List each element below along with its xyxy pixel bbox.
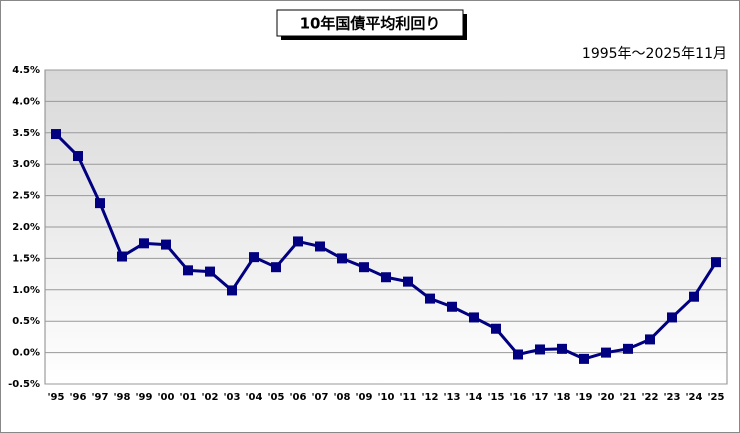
data-point — [381, 272, 391, 283]
x-tick-label: '23 — [664, 392, 681, 403]
data-point — [557, 343, 567, 354]
y-tick-label: 3.0% — [12, 159, 40, 170]
data-point — [711, 257, 721, 268]
y-tick-label: 3.5% — [12, 128, 40, 139]
y-tick-label: 0.5% — [12, 316, 40, 327]
x-tick-label: '22 — [642, 392, 659, 403]
y-tick-label: 1.0% — [12, 285, 40, 296]
data-point — [601, 347, 611, 358]
x-tick-label: '17 — [532, 392, 549, 403]
x-tick-label: '11 — [400, 392, 417, 403]
chart-title: 10年国債平均利回り — [300, 15, 441, 33]
x-tick-label: '13 — [444, 392, 461, 403]
data-point — [183, 265, 193, 276]
data-point — [491, 323, 501, 334]
x-tick-label: '19 — [576, 392, 593, 403]
x-tick-label: '12 — [422, 392, 439, 403]
data-point — [469, 312, 479, 323]
x-tick-label: '95 — [48, 392, 65, 403]
x-tick-label: '97 — [92, 392, 109, 403]
data-point — [645, 334, 655, 345]
x-tick-label: '14 — [466, 392, 483, 403]
data-point — [249, 252, 259, 263]
x-tick-label: '09 — [356, 392, 373, 403]
x-tick-label: '96 — [70, 392, 87, 403]
x-tick-label: '06 — [290, 392, 307, 403]
x-tick-label: '16 — [510, 392, 527, 403]
x-tick-label: '99 — [136, 392, 153, 403]
data-point — [425, 293, 435, 304]
x-tick-label: '24 — [686, 392, 703, 403]
data-point — [139, 238, 149, 249]
data-point — [161, 239, 171, 250]
x-tick-label: '00 — [158, 392, 175, 403]
x-tick-label: '98 — [114, 392, 131, 403]
x-tick-label: '01 — [180, 392, 197, 403]
x-tick-label: '03 — [224, 392, 241, 403]
data-point — [535, 344, 545, 355]
y-tick-label: 1.5% — [12, 253, 40, 264]
data-point — [95, 198, 105, 209]
y-tick-label: 4.0% — [12, 96, 40, 107]
x-tick-label: '20 — [598, 392, 615, 403]
data-point — [579, 353, 589, 364]
x-tick-label: '05 — [268, 392, 285, 403]
x-tick-label: '21 — [620, 392, 637, 403]
x-tick-label: '15 — [488, 392, 505, 403]
data-point — [337, 253, 347, 264]
data-point — [403, 276, 413, 287]
y-tick-label: 2.5% — [12, 191, 40, 202]
data-point — [205, 266, 215, 277]
x-tick-label: '02 — [202, 392, 219, 403]
y-tick-label: 4.5% — [12, 65, 40, 76]
x-tick-label: '04 — [246, 392, 263, 403]
data-point — [73, 151, 83, 162]
x-tick-label: '08 — [334, 392, 351, 403]
data-point — [227, 285, 237, 296]
data-point — [51, 129, 61, 140]
y-tick-label: 2.0% — [12, 222, 40, 233]
data-point — [623, 343, 633, 354]
data-point — [117, 251, 127, 262]
x-tick-label: '10 — [378, 392, 395, 403]
chart-subtitle: 1995年～2025年11月 — [582, 46, 727, 62]
data-point — [689, 291, 699, 302]
data-point — [667, 312, 677, 323]
data-point — [315, 241, 325, 252]
data-point — [513, 349, 523, 360]
y-tick-label: -0.5% — [8, 379, 40, 390]
data-point — [359, 262, 369, 273]
data-point — [447, 301, 457, 312]
data-point — [271, 262, 281, 273]
data-point — [293, 236, 303, 247]
title-box — [276, 9, 464, 37]
y-tick-label: 0.0% — [12, 348, 40, 359]
x-tick-label: '18 — [554, 392, 571, 403]
x-tick-label: '07 — [312, 392, 329, 403]
x-tick-label: '25 — [708, 392, 725, 403]
